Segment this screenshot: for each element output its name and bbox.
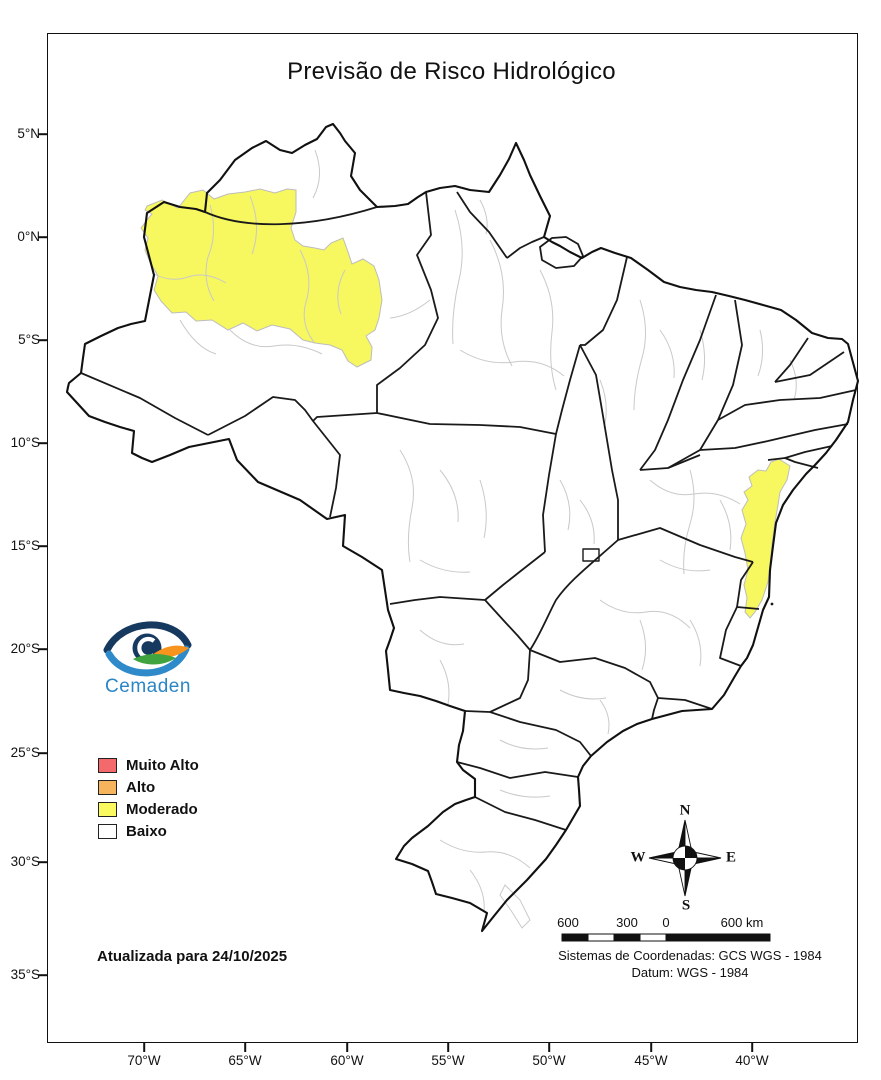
cemaden-logo: [103, 621, 192, 677]
compass-s-label: S: [681, 897, 691, 914]
cemaden-wordmark: Cemaden: [105, 676, 191, 697]
scale-label: 0: [662, 915, 670, 930]
lat-tick-mark: [38, 974, 47, 976]
compass-n-label: N: [679, 802, 691, 819]
lon-tick-mark: [751, 1043, 753, 1052]
lon-tick-mark: [447, 1043, 449, 1052]
risk-region-moderado-bahia-coast: [740, 458, 791, 619]
risk-region-moderado-amazonas: [140, 188, 383, 368]
lat-tick-mark: [38, 133, 47, 135]
coordinate-system-text: Sistemas de Coordenadas: GCS WGS - 1984: [558, 948, 822, 963]
lat-tick-mark: [38, 442, 47, 444]
datum-text: Datum: WGS - 1984: [631, 965, 749, 980]
map-frame: [47, 33, 858, 1043]
legend-row: Baixo: [98, 820, 199, 842]
compass-e-label: E: [725, 849, 737, 866]
lat-tick-mark: [38, 861, 47, 863]
lon-tick-label: 40°W: [735, 1053, 769, 1068]
lat-tick-mark: [38, 339, 47, 341]
legend-row: Moderado: [98, 798, 199, 820]
risk-legend: Muito Alto Alto Moderado Baixo: [98, 754, 199, 842]
lat-tick-label: 0°N: [17, 229, 40, 245]
legend-swatch-muito-alto: [98, 757, 117, 773]
lat-tick-label: 20°S: [10, 641, 40, 657]
lon-tick-label: 45°W: [634, 1053, 668, 1068]
legend-label: Alto: [126, 778, 156, 796]
lat-tick-mark: [38, 545, 47, 547]
lat-tick-mark: [38, 236, 47, 238]
compass-rose: [648, 819, 722, 897]
lon-tick-label: 60°W: [330, 1053, 364, 1068]
lon-tick-mark: [143, 1043, 145, 1052]
scale-label: 600: [557, 915, 579, 930]
lon-tick-label: 70°W: [127, 1053, 161, 1068]
brazil-outline: [65, 122, 860, 933]
subdivision-lines: [151, 149, 797, 929]
state-borders: [80, 191, 857, 831]
lon-tick-mark: [244, 1043, 246, 1052]
legend-swatch-moderado: [98, 801, 117, 817]
updated-date-text: Atualizada para 24/10/2025: [97, 948, 288, 965]
lat-tick-label: 10°S: [10, 435, 40, 451]
lon-tick-mark: [650, 1043, 652, 1052]
legend-row: Alto: [98, 776, 199, 798]
lat-tick-mark: [38, 752, 47, 754]
legend-label: Moderado: [126, 800, 198, 818]
legend-row: Muito Alto: [98, 754, 199, 776]
compass-w-label: W: [630, 849, 646, 866]
scale-bar: [561, 933, 771, 942]
scale-label: 300: [616, 915, 638, 930]
page-title: Previsão de Risco Hidrológico: [287, 58, 616, 85]
scale-label: 600 km: [720, 915, 764, 930]
lat-tick-label: 35°S: [10, 967, 40, 983]
lat-tick-label: 30°S: [10, 854, 40, 870]
lon-tick-mark: [346, 1043, 348, 1052]
lat-tick-label: 15°S: [10, 538, 40, 554]
lat-tick-label: 25°S: [10, 745, 40, 761]
legend-label: Baixo: [126, 822, 167, 840]
lat-tick-label: 5°S: [18, 332, 40, 348]
lat-tick-mark: [38, 648, 47, 650]
lon-tick-mark: [548, 1043, 550, 1052]
lon-tick-label: 55°W: [431, 1053, 465, 1068]
lon-tick-label: 50°W: [532, 1053, 566, 1068]
lon-tick-label: 65°W: [228, 1053, 262, 1068]
lat-tick-label: 5°N: [17, 126, 40, 142]
legend-swatch-alto: [98, 779, 117, 795]
legend-label: Muito Alto: [126, 756, 199, 774]
legend-swatch-baixo: [98, 823, 117, 839]
